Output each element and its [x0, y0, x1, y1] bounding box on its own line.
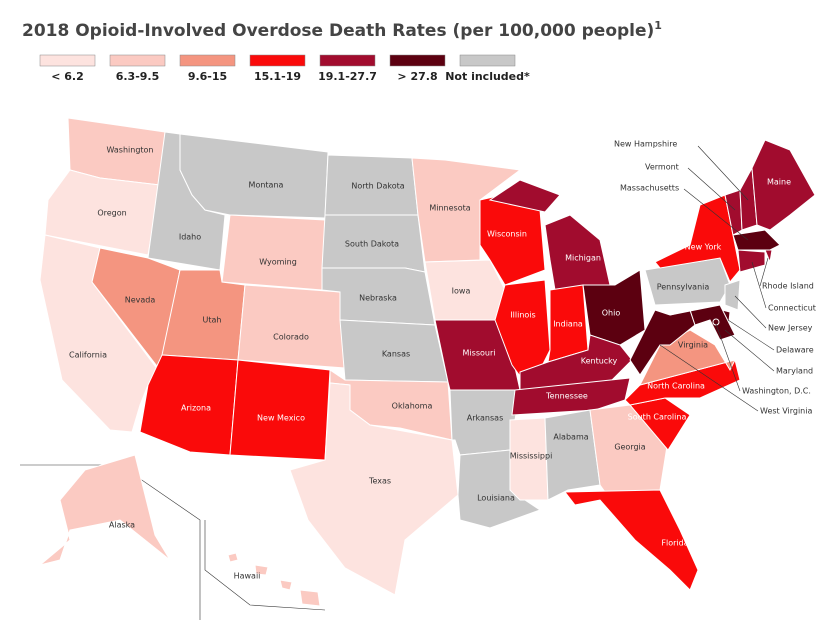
- state-label: Maryland: [776, 367, 813, 376]
- state-label: Wyoming: [259, 258, 297, 267]
- state-label: Utah: [203, 316, 222, 325]
- state-label: South Dakota: [345, 240, 399, 249]
- state-label: Kansas: [382, 350, 410, 359]
- inset-border: [204, 520, 326, 611]
- legend-label: 9.6-15: [188, 70, 227, 83]
- state-label: Alabama: [553, 433, 588, 442]
- state-label: Delaware: [776, 346, 814, 355]
- state-label: Pennsylvania: [657, 283, 710, 292]
- state-label: Indiana: [553, 320, 583, 329]
- state-shape: [488, 179, 561, 213]
- legend-swatch: [459, 54, 516, 67]
- state-label: California: [69, 351, 107, 360]
- state-label: New York: [685, 243, 722, 252]
- state-label: Montana: [249, 181, 284, 190]
- state-label: Connecticut: [768, 304, 816, 313]
- state-shape: [737, 249, 766, 273]
- legend-swatch: [39, 54, 96, 67]
- state-shape: [564, 489, 699, 591]
- state-label: Texas: [368, 477, 391, 486]
- state-label: Maine: [767, 178, 791, 187]
- state-label: Nebraska: [359, 294, 397, 303]
- leader-lines: [659, 145, 775, 412]
- state-label: Tennessee: [545, 392, 588, 401]
- state-label: Michigan: [565, 254, 601, 263]
- legend-label: > 27.8: [397, 70, 437, 83]
- legend-label: < 6.2: [51, 70, 84, 83]
- state-label: South Carolina: [628, 413, 687, 422]
- state-label: New Mexico: [257, 414, 305, 423]
- state-shape: [544, 214, 611, 291]
- state-label: Ohio: [602, 309, 621, 318]
- state-labels: Washington Oregon California Nevada Idah…: [69, 140, 816, 581]
- state-shape: [712, 318, 720, 326]
- state-label: New Hampshire: [614, 140, 677, 149]
- legend-swatch: [389, 54, 446, 67]
- state-label: Arkansas: [467, 414, 503, 423]
- state-label: Alaska: [109, 521, 135, 530]
- state-shape: [751, 139, 816, 231]
- legend: < 6.2 6.3-9.5 9.6-15 15.1-19 19.1-27.7 > 27.8…: [39, 54, 530, 83]
- state-shape: [544, 409, 601, 501]
- state-label: Illinois: [510, 311, 535, 320]
- state-label: Minnesota: [429, 204, 470, 213]
- inset-border: [20, 464, 201, 620]
- state-shape: [511, 377, 631, 416]
- title-note: 1: [654, 19, 662, 32]
- state-label: Colorado: [273, 333, 309, 342]
- state-label: Massachusetts: [620, 184, 679, 193]
- title: 2018 Opioid-Involved Overdose Death Rate…: [22, 19, 662, 41]
- state-label: Kentucky: [581, 357, 618, 366]
- state-label: Louisiana: [477, 494, 515, 503]
- state-label: Wisconsin: [487, 230, 527, 239]
- state-label: North Dakota: [351, 182, 404, 191]
- state-shape: [732, 229, 781, 251]
- state-shape: [254, 564, 269, 576]
- legend-label: Not included*: [445, 70, 530, 83]
- state-label: Arizona: [181, 404, 211, 413]
- legend-label: 6.3-9.5: [116, 70, 160, 83]
- state-label: Washington, D.C.: [742, 387, 811, 396]
- legend-label: 19.1-27.7: [318, 70, 377, 83]
- state-label: Oklahoma: [392, 402, 433, 411]
- state-label: Iowa: [452, 287, 471, 296]
- legend-swatch: [179, 54, 236, 67]
- legend-swatch: [319, 54, 376, 67]
- state-label: West Virginia: [760, 407, 812, 416]
- state-shape: [289, 382, 459, 596]
- state-shape: [299, 589, 321, 607]
- state-label: Georgia: [614, 443, 645, 452]
- state-shape: [227, 552, 239, 563]
- state-shape: [764, 249, 773, 264]
- state-label: Virginia: [678, 341, 708, 350]
- title-text: 2018 Opioid-Involved Overdose Death Rate…: [22, 21, 654, 41]
- state-shape: [221, 214, 326, 291]
- insets: [20, 464, 326, 620]
- state-label: Missouri: [463, 349, 496, 358]
- state-shape: [179, 133, 329, 219]
- state-label: Hawaii: [234, 572, 261, 581]
- state-label: North Carolina: [647, 382, 705, 391]
- state-label: Washington: [106, 146, 153, 155]
- state-label: Florida: [661, 539, 688, 548]
- legend-swatch: [249, 54, 306, 67]
- state-shape: [229, 359, 331, 461]
- legend-label: 15.1-19: [254, 70, 301, 83]
- state-label: Oregon: [97, 209, 126, 218]
- state-label: Idaho: [179, 233, 201, 242]
- state-shape: [39, 454, 171, 566]
- state-label: Rhode Island: [762, 282, 814, 291]
- state-shape: [279, 579, 293, 591]
- state-label: Mississippi: [510, 452, 553, 461]
- legend-swatch: [109, 54, 166, 67]
- state-label: Nevada: [125, 296, 156, 305]
- state-label: New Jersey: [768, 324, 813, 333]
- states: [39, 117, 816, 607]
- state-shape: [237, 284, 346, 369]
- state-shape: [724, 279, 741, 311]
- state-label: Vermont: [645, 163, 679, 172]
